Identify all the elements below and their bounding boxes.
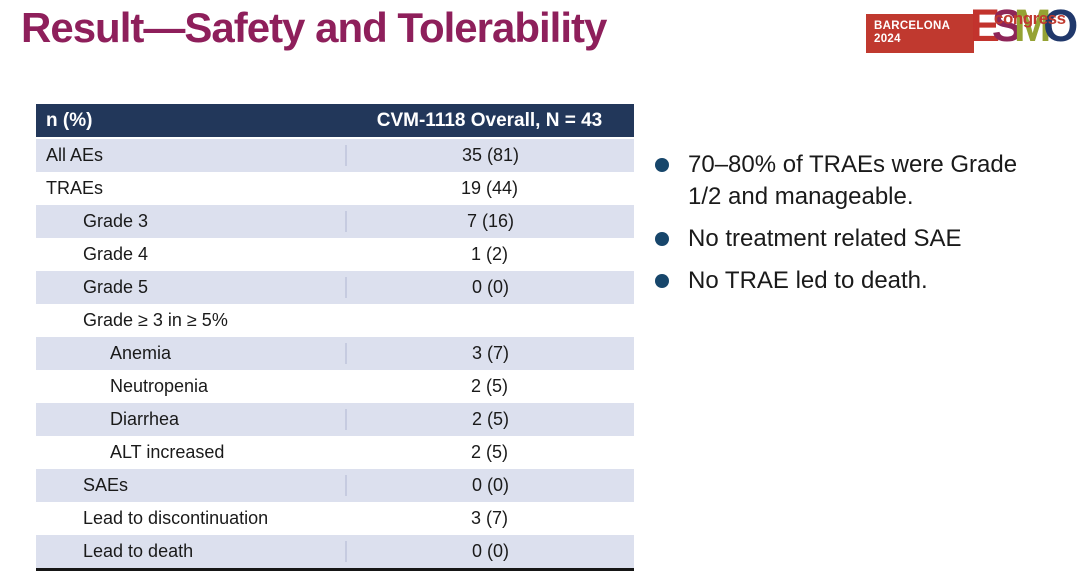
table-row: Grade ≥ 3 in ≥ 5% [36, 304, 634, 337]
esmo-logo: BARCELONA 2024 ESMO congress [866, 0, 1078, 62]
bullet-dot-icon [655, 232, 669, 246]
esmo-letter: E [970, 0, 1000, 51]
bullet-list: 70–80% of TRAEs were Grade 1/2 and manag… [655, 149, 1060, 307]
row-value: 19 (44) [460, 178, 519, 198]
row-label: Lead to discontinuation [83, 508, 269, 528]
row-label: ALT increased [110, 442, 225, 462]
row-label: Grade 5 [83, 277, 149, 297]
table-row: Neutropenia 2 (5) [36, 370, 634, 403]
row-value: 3 (7) [470, 508, 508, 528]
logo-year: 2024 [874, 33, 901, 45]
row-value: 0 (0) [345, 475, 634, 496]
row-label: Grade 3 [83, 211, 149, 231]
table-row: Anemia 3 (7) [36, 337, 634, 370]
row-value: 2 (5) [470, 442, 508, 462]
logo-venue-box: BARCELONA 2024 [866, 14, 974, 53]
row-label: Grade ≥ 3 in ≥ 5% [83, 310, 228, 330]
bullet-dot-icon [655, 274, 669, 288]
bullet-text: No TRAE led to death. [688, 267, 928, 294]
table-row: Grade 4 1 (2) [36, 238, 634, 271]
row-label: TRAEs [46, 178, 104, 198]
table-row: Grade 3 7 (16) [36, 205, 634, 238]
table-row: Lead to discontinuation 3 (7) [36, 502, 634, 535]
table-row: Lead to death 0 (0) [36, 535, 634, 568]
logo-city: BARCELONA [874, 20, 951, 32]
table-row: ALT increased 2 (5) [36, 436, 634, 469]
table-body: All AEs 35 (81) TRAEs 19 (44) Grade 3 7 … [36, 139, 634, 568]
row-label: Diarrhea [110, 409, 180, 429]
bullet-dot-icon [655, 158, 669, 172]
bullet-text: No treatment related SAE [688, 225, 962, 252]
safety-table: n (%) CVM-1118 Overall, N = 43 All AEs 3… [36, 104, 634, 571]
logo-congress-label: congress [994, 9, 1066, 28]
row-value: 2 (5) [470, 376, 508, 396]
bullet-item: No treatment related SAE [655, 223, 1060, 255]
bullet-text: 70–80% of TRAEs were Grade 1/2 and manag… [688, 151, 1018, 210]
bullet-item: No TRAE led to death. [655, 265, 1060, 297]
row-value: 7 (16) [345, 211, 634, 232]
table-header-row: n (%) CVM-1118 Overall, N = 43 [36, 104, 634, 137]
page-title: Result—Safety and Tolerability [21, 4, 607, 51]
row-label: All AEs [46, 145, 104, 165]
row-value: 1 (2) [470, 244, 508, 264]
row-value: 0 (0) [345, 541, 634, 562]
row-value: 0 (0) [345, 277, 634, 298]
table-row: SAEs 0 (0) [36, 469, 634, 502]
table-row: Diarrhea 2 (5) [36, 403, 634, 436]
row-label: SAEs [83, 475, 129, 495]
table-row: Grade 5 0 (0) [36, 271, 634, 304]
table-row: TRAEs 19 (44) [36, 172, 634, 205]
bullet-item: 70–80% of TRAEs were Grade 1/2 and manag… [655, 149, 1060, 213]
row-label: Anemia [110, 343, 172, 363]
row-value: 35 (81) [345, 145, 634, 166]
row-value: 2 (5) [345, 409, 634, 430]
row-label: Lead to death [83, 541, 194, 561]
row-label: Grade 4 [83, 244, 149, 264]
table-row: All AEs 35 (81) [36, 139, 634, 172]
header-col-metric: n (%) [46, 109, 93, 131]
row-label: Neutropenia [110, 376, 209, 396]
row-value: 3 (7) [345, 343, 634, 364]
header-col-value: CVM-1118 Overall, N = 43 [376, 109, 603, 131]
